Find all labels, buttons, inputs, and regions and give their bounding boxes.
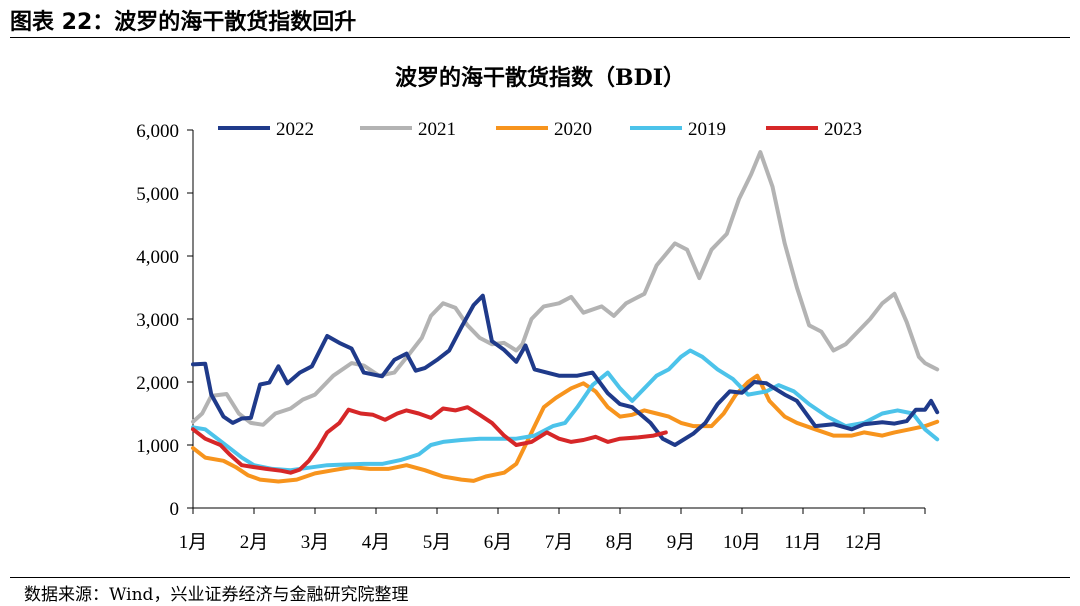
x-tick-label: 6月: [484, 532, 513, 553]
chart-legend: 2022 2021 2020 2019 2023: [218, 119, 862, 140]
y-tick-label: 5,000: [136, 184, 179, 205]
series-line-2020: [191, 373, 940, 484]
series-line-2021: [191, 150, 940, 427]
x-tick-label: 5月: [423, 532, 452, 553]
source-note: 数据来源：Wind，兴业证券经济与金融研究院整理: [24, 585, 409, 605]
y-tick-label: 3,000: [136, 310, 179, 331]
x-tick-label: 3月: [301, 532, 330, 553]
y-tick-label: 0: [170, 499, 180, 520]
x-tick-label: 1月: [179, 532, 208, 553]
legend-label-2020: 2020: [554, 119, 592, 140]
y-tick-label: 1,000: [136, 436, 179, 457]
x-tick-label: 11月: [784, 532, 821, 553]
series-line-2022: [191, 293, 940, 447]
chart-axes: 0 1,000 2,000 3,000 4,000 5,000 6,000 1月 2月 3月 4月 5…: [136, 121, 926, 553]
y-tick-label: 2,000: [136, 373, 179, 394]
chart-title: 波罗的海干散货指数（BDI）: [395, 65, 685, 91]
legend-label-2023: 2023: [824, 119, 862, 140]
series-line-2019: [191, 348, 940, 473]
x-tick-label: 7月: [545, 532, 574, 553]
figure-title: 图表 22：波罗的海干散货指数回升: [10, 10, 357, 35]
legend-label-2021: 2021: [418, 119, 456, 140]
chart-series: [191, 150, 940, 484]
series-line-2023: [191, 405, 668, 475]
x-tick-label: 9月: [667, 532, 696, 553]
source-rule: [10, 577, 1070, 578]
title-rule: [10, 37, 1070, 38]
x-tick-label: 12月: [845, 532, 883, 553]
y-tick-label: 4,000: [136, 247, 179, 268]
x-tick-label: 10月: [723, 532, 761, 553]
legend-label-2022: 2022: [276, 119, 314, 140]
x-tick-label: 8月: [606, 532, 635, 553]
legend-label-2019: 2019: [688, 119, 726, 140]
x-tick-label: 2月: [240, 532, 269, 553]
y-tick-label: 6,000: [136, 121, 179, 142]
x-tick-label: 4月: [362, 532, 391, 553]
